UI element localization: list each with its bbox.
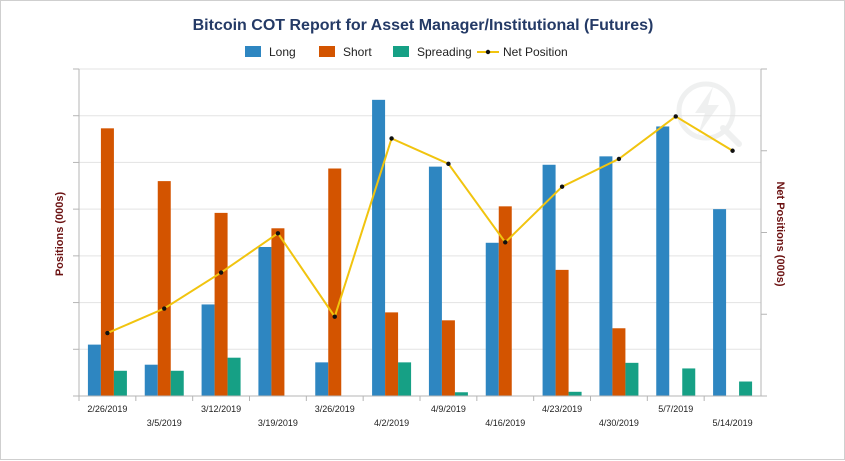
legend-item-spreading[interactable]: Spreading	[393, 45, 472, 59]
bar-spreading-11[interactable]	[739, 381, 753, 396]
bar-short-7[interactable]	[498, 206, 512, 396]
bar-spreading-6[interactable]	[454, 392, 468, 396]
bar-short-2[interactable]	[214, 212, 228, 396]
bar-short-3[interactable]	[271, 228, 285, 396]
net-position-point-11[interactable]	[730, 148, 735, 153]
legend-item-net-position[interactable]: Net Position	[477, 45, 568, 59]
legend: Long Short Spreading Net Position	[245, 45, 568, 59]
net-position-point-3[interactable]	[275, 231, 281, 236]
x-tick-label-3: 3/19/2019	[258, 418, 298, 428]
bar-long-1[interactable]	[144, 364, 158, 396]
bar-long-3[interactable]	[258, 246, 272, 396]
bar-spreading-8[interactable]	[568, 391, 582, 396]
bar-long-9[interactable]	[599, 156, 613, 396]
net-position-point-5[interactable]	[389, 136, 394, 141]
y-axis-title: Positions (000s)	[54, 191, 66, 276]
bar-long-6[interactable]	[428, 166, 442, 396]
x-tick-label-11: 5/14/2019	[713, 418, 753, 428]
bar-spreading-2[interactable]	[227, 357, 241, 396]
bar-long-0[interactable]	[87, 344, 101, 396]
bar-long-4[interactable]	[315, 362, 329, 396]
net-position-point-10[interactable]	[673, 114, 678, 119]
bar-short-6[interactable]	[441, 320, 455, 396]
net-position-point-0[interactable]	[105, 330, 110, 336]
bar-short-9[interactable]	[612, 328, 626, 396]
x-tick-label-6: 4/9/2019	[431, 404, 466, 414]
net-position-point-9[interactable]	[616, 156, 622, 162]
bars-layer	[87, 99, 753, 397]
net-position-point-7[interactable]	[503, 240, 508, 245]
legend-item-short[interactable]: Short	[319, 45, 372, 59]
legend-label: Spreading	[417, 45, 472, 59]
chart-title: Bitcoin COT Report for Asset Manager/Ins…	[193, 17, 654, 34]
axes	[73, 68, 767, 401]
bar-long-5[interactable]	[372, 99, 386, 397]
net-position-point-2[interactable]	[218, 270, 224, 275]
net-position-point-8[interactable]	[559, 184, 565, 189]
legend-label: Short	[343, 45, 372, 59]
bar-short-5[interactable]	[385, 312, 399, 396]
lightning-bolt-logo-icon	[676, 81, 742, 147]
legend-label: Net Position	[503, 45, 568, 59]
bar-short-1[interactable]	[157, 181, 171, 396]
bar-long-8[interactable]	[542, 164, 556, 396]
x-tick-label-5: 4/2/2019	[374, 418, 409, 428]
legend-label: Long	[269, 45, 296, 59]
legend-swatch	[245, 46, 261, 57]
x-tick-label-1: 3/5/2019	[147, 418, 182, 428]
legend-swatch	[319, 46, 335, 57]
bar-short-0[interactable]	[100, 128, 114, 396]
x-tick-label-10: 5/7/2019	[658, 404, 693, 414]
net-position-point-1[interactable]	[162, 306, 167, 311]
bar-spreading-0[interactable]	[113, 370, 127, 396]
bar-long-2[interactable]	[201, 304, 215, 396]
net-position-layer	[105, 114, 735, 336]
x-tick-label-4: 3/26/2019	[315, 404, 355, 414]
bar-short-8[interactable]	[555, 269, 569, 396]
legend-swatch	[393, 46, 409, 57]
x-tick-label-9: 4/30/2019	[599, 418, 639, 428]
legend-marker	[485, 49, 491, 55]
net-position-line[interactable]	[107, 115, 734, 334]
legend-item-long[interactable]: Long	[245, 45, 296, 59]
net-position-point-4[interactable]	[332, 314, 337, 319]
x-tick-label-2: 3/12/2019	[201, 404, 241, 414]
bar-spreading-1[interactable]	[170, 370, 184, 396]
y2-axis-title: Net Positions (000s)	[774, 181, 786, 286]
x-tick-label-8: 4/23/2019	[542, 404, 582, 414]
x-tick-labels: 2/26/2019 3/5/2019 3/12/2019 3/19/2019 3/26/…	[87, 404, 752, 428]
bar-long-7[interactable]	[485, 242, 499, 396]
x-tick-label-0: 2/26/2019	[87, 404, 127, 414]
bar-long-11[interactable]	[713, 209, 727, 396]
bar-short-4[interactable]	[328, 168, 342, 396]
bar-long-10[interactable]	[656, 126, 670, 397]
x-tick-label-7: 4/16/2019	[485, 418, 525, 428]
bar-spreading-9[interactable]	[625, 362, 639, 396]
bar-spreading-5[interactable]	[398, 362, 412, 396]
bar-spreading-10[interactable]	[682, 368, 696, 396]
net-position-point-6[interactable]	[446, 161, 451, 167]
